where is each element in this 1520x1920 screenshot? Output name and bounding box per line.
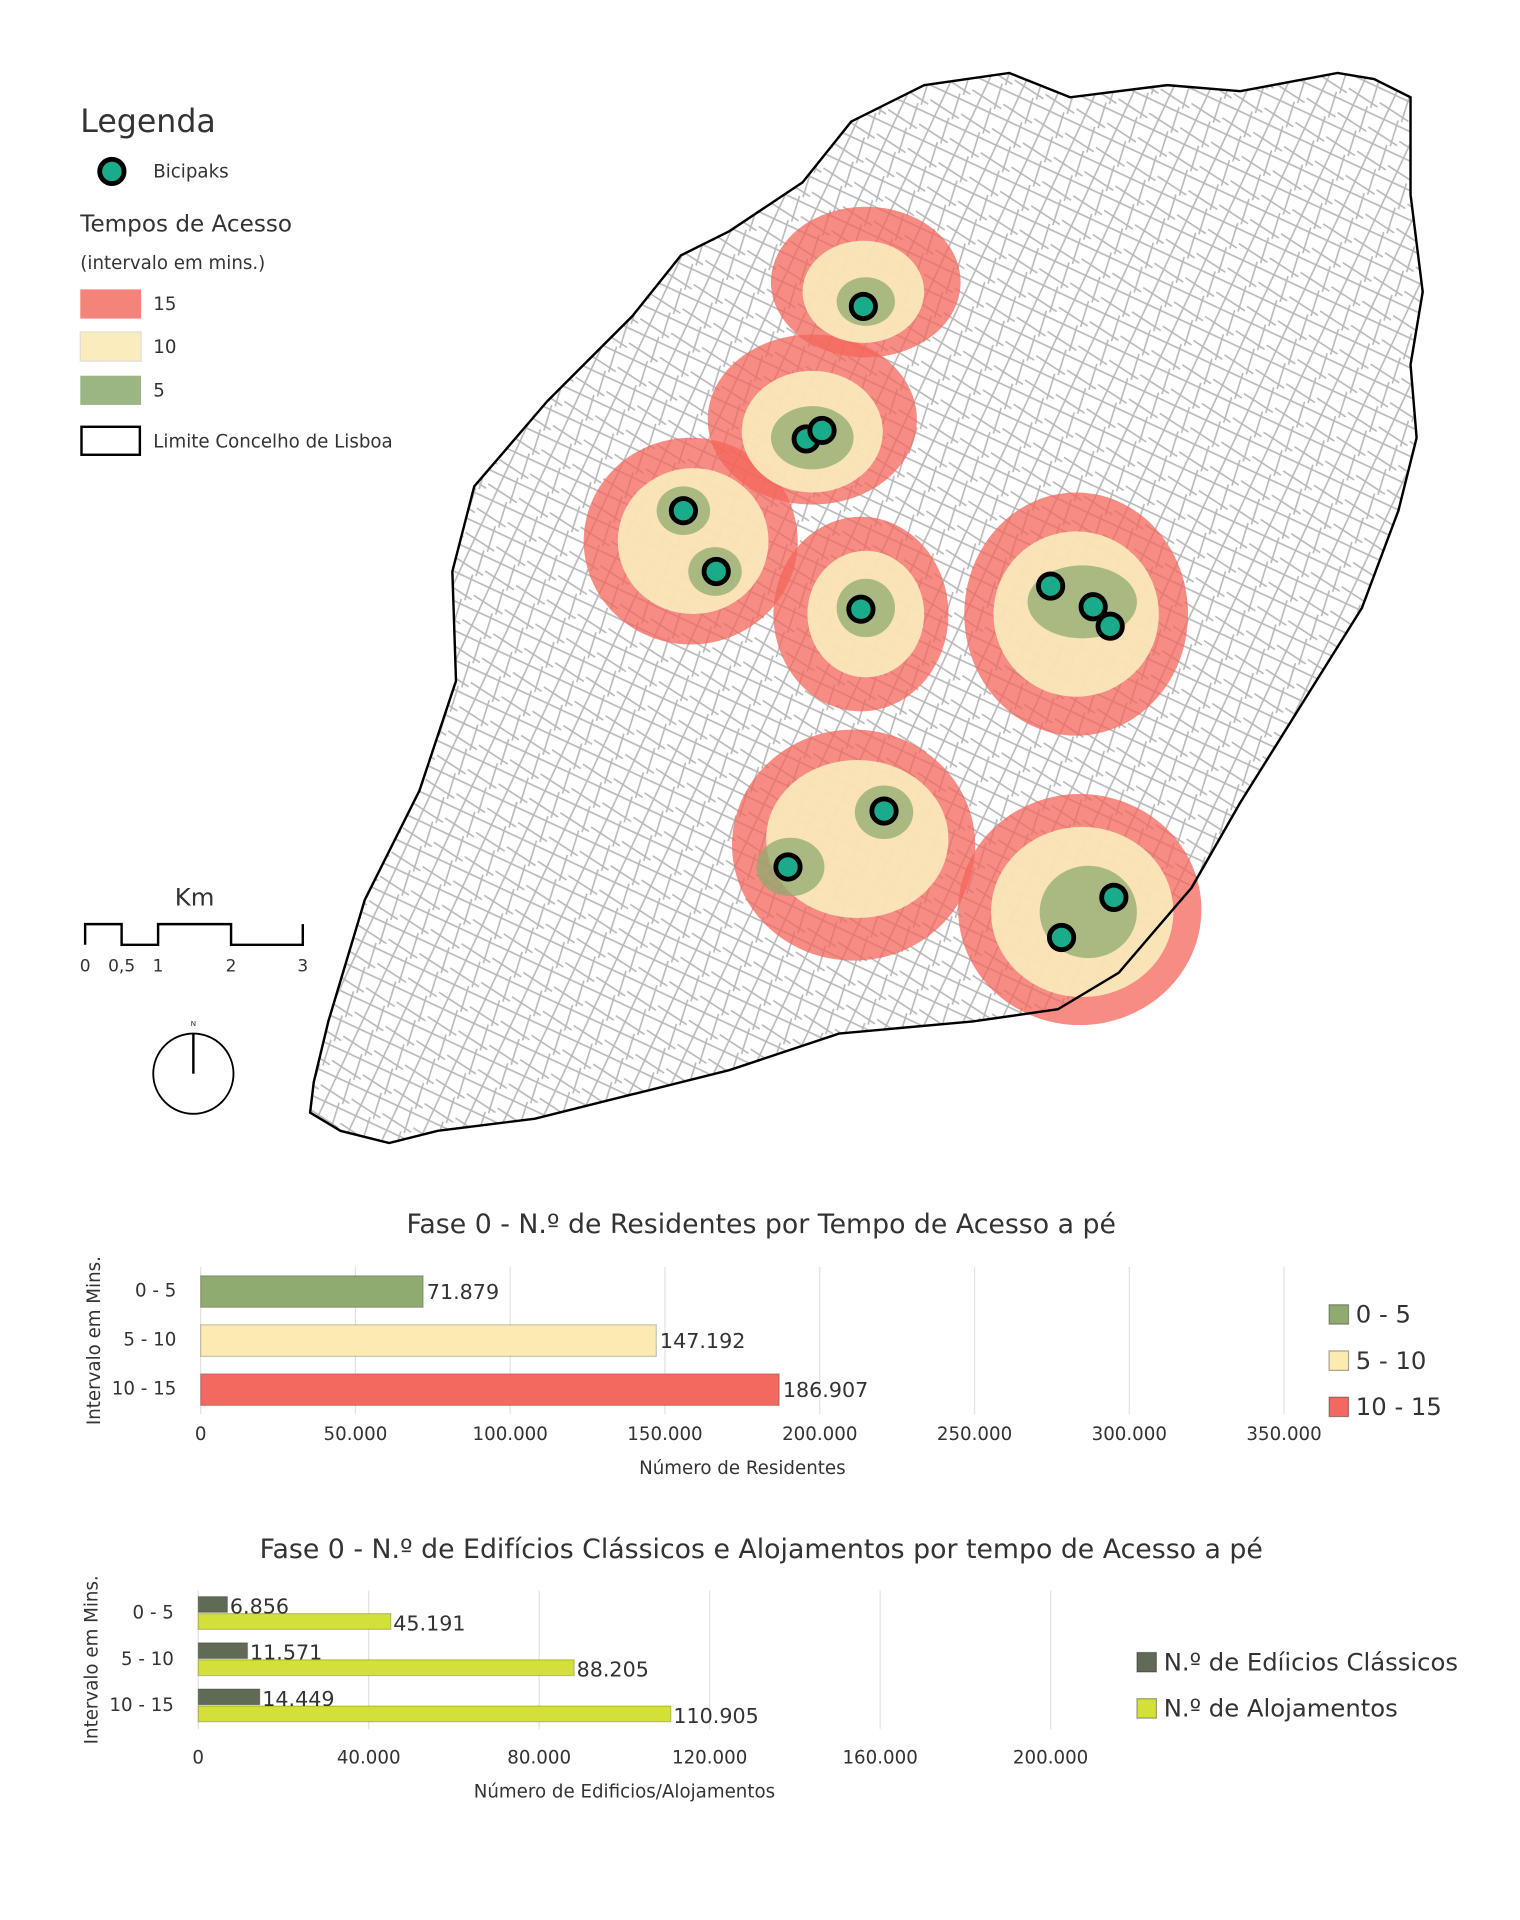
y-axis-label: Intervalo em Mins. — [84, 1256, 105, 1425]
bicipak — [701, 556, 731, 587]
legend-label: 15 — [153, 294, 176, 315]
x-tick-label: 120.000 — [672, 1747, 747, 1768]
bicipak — [1078, 592, 1108, 622]
bar — [197, 1642, 249, 1660]
legend-swatch — [1328, 1396, 1350, 1418]
x-tick-label: 0 — [195, 1424, 207, 1445]
legend-label: N.º de Alojamentos — [1164, 1694, 1398, 1723]
scale-bar: Km 0 0,5 1 2 3 — [80, 883, 308, 977]
bicipak — [869, 796, 899, 826]
bicipak — [1046, 922, 1077, 953]
legend-swatch — [80, 289, 142, 319]
data-label: 186.907 — [783, 1378, 868, 1402]
x-tick-label: 350.000 — [1246, 1424, 1321, 1445]
legend-swatch — [80, 425, 142, 456]
data-label: 88.205 — [577, 1658, 649, 1682]
map-legend: Legenda Bicipaks Tempos de Acesso (inter… — [79, 104, 393, 456]
legend-label: 0 - 5 — [1356, 1300, 1411, 1329]
y-tick-label: 5 - 10 — [123, 1330, 176, 1351]
scale-label: 1 — [153, 957, 164, 977]
legend-heading: Tempos de Acesso — [79, 211, 292, 237]
bicipak — [807, 415, 837, 446]
bicipak — [773, 852, 803, 882]
bicipak — [668, 496, 698, 526]
legend-swatch — [1136, 1698, 1158, 1719]
bicipak — [1095, 611, 1125, 641]
scale-label: 0 — [80, 957, 91, 977]
legend-label: Limite Concelho de Lisboa — [153, 432, 393, 453]
data-label: 110.905 — [673, 1704, 758, 1728]
scale-unit: Km — [175, 883, 215, 912]
legend-label: N.º de Edíicios Clássicos — [1164, 1647, 1458, 1676]
north-label: N — [191, 1019, 196, 1028]
bar — [200, 1275, 424, 1308]
bicipaks — [668, 291, 1129, 953]
y-axis-label: Intervalo em Mins. — [81, 1575, 102, 1744]
x-tick-label: 80.000 — [507, 1747, 571, 1768]
bicipak — [848, 291, 878, 322]
legend-title: Legenda — [80, 104, 215, 140]
x-tick-label: 300.000 — [1092, 1424, 1167, 1445]
x-tick-label: 50.000 — [324, 1424, 388, 1445]
x-tick-label: 100.000 — [473, 1424, 548, 1445]
legend-label: Bicipaks — [153, 162, 228, 183]
legend-subheading: (intervalo em mins.) — [80, 253, 265, 274]
x-tick-label: 200.000 — [782, 1424, 857, 1445]
bicipak — [1099, 882, 1129, 912]
bar — [197, 1659, 575, 1677]
legend-swatch — [80, 375, 142, 405]
chart-title: Fase 0 - N.º de Edifícios Clássicos e Al… — [260, 1534, 1263, 1565]
x-axis-label: Número de Residentes — [639, 1458, 846, 1479]
legend-swatch — [1136, 1651, 1158, 1673]
y-tick-label: 0 - 5 — [133, 1603, 174, 1624]
bar — [200, 1324, 657, 1358]
y-tick-label: 10 - 15 — [112, 1379, 177, 1400]
bar — [197, 1595, 229, 1613]
city-boundary — [308, 71, 1424, 1145]
chart-title: Fase 0 - N.º de Residentes por Tempo de … — [406, 1209, 1115, 1240]
legend-swatch — [1328, 1350, 1350, 1371]
bicipak — [846, 594, 876, 624]
scale-label: 0,5 — [108, 957, 135, 977]
x-axis-label: Número de Edificios/Alojamentos — [474, 1781, 775, 1802]
map — [308, 71, 1424, 1145]
data-label: 147.192 — [660, 1329, 745, 1353]
data-label: 71.879 — [427, 1280, 499, 1304]
y-tick-label: 5 - 10 — [121, 1649, 174, 1670]
bar — [197, 1688, 261, 1706]
bar — [200, 1373, 780, 1407]
x-tick-label: 40.000 — [337, 1747, 401, 1768]
legend-swatch — [79, 331, 142, 362]
bicipak — [1036, 571, 1066, 601]
x-tick-label: 250.000 — [937, 1424, 1012, 1445]
y-tick-label: 10 - 15 — [109, 1695, 174, 1716]
legend-label: 10 - 15 — [1356, 1392, 1442, 1421]
north-arrow: N — [152, 1019, 235, 1115]
bar — [197, 1705, 672, 1723]
legend-swatch — [1328, 1304, 1350, 1325]
bar — [197, 1612, 392, 1630]
x-tick-label: 200.000 — [1013, 1747, 1088, 1768]
legend-label: 5 - 10 — [1356, 1346, 1427, 1375]
x-tick-label: 160.000 — [842, 1747, 917, 1768]
x-tick-label: 0 — [192, 1747, 204, 1768]
legend-label: 5 — [153, 381, 165, 402]
scale-label: 3 — [297, 957, 308, 977]
x-tick-label: 150.000 — [627, 1424, 702, 1445]
data-label: 45.191 — [393, 1612, 465, 1636]
y-tick-label: 0 - 5 — [135, 1281, 176, 1302]
legend-symbol — [97, 156, 127, 187]
legend-label: 10 — [153, 337, 176, 358]
scale-line — [83, 922, 305, 947]
scale-label: 2 — [226, 957, 237, 977]
